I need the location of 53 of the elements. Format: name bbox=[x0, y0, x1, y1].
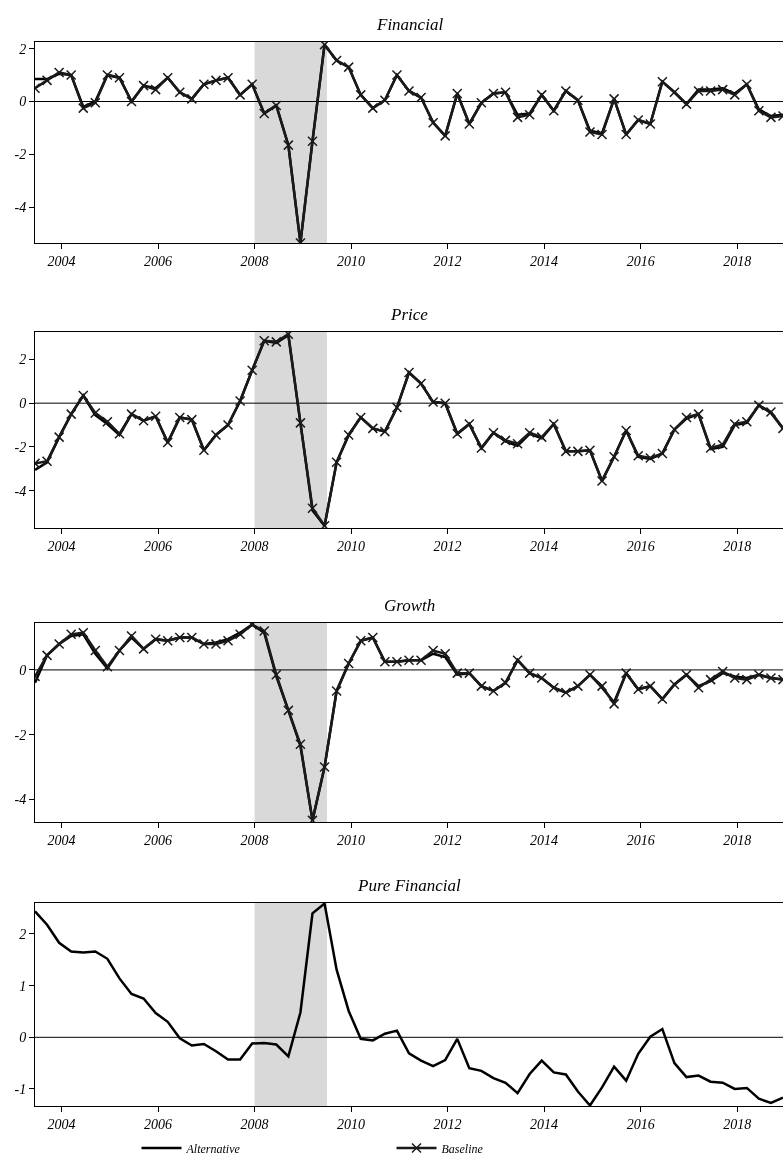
chart-title: Pure Financial bbox=[357, 876, 462, 895]
x-tick-label: 2004 bbox=[47, 538, 76, 554]
x-tick-label: 2004 bbox=[47, 832, 76, 848]
y-tick-label: -4 bbox=[14, 483, 27, 499]
y-tick-label: 2 bbox=[19, 41, 27, 57]
y-tick-label: -2 bbox=[14, 147, 27, 163]
y-tick-label: 1 bbox=[19, 978, 27, 994]
x-tick-label: 2018 bbox=[723, 832, 752, 848]
x-tick-label: 2010 bbox=[337, 538, 366, 554]
x-tick-label: 2010 bbox=[337, 832, 366, 848]
x-tick-label: 2018 bbox=[723, 253, 752, 269]
x-tick-label: 2012 bbox=[433, 832, 462, 848]
x-tick-label: 2016 bbox=[626, 1116, 655, 1132]
x-tick-label: 2016 bbox=[626, 538, 655, 554]
x-tick-label: 2004 bbox=[47, 253, 76, 269]
y-tick-label: -2 bbox=[14, 727, 27, 743]
x-tick-label: 2014 bbox=[530, 538, 559, 554]
x-tick-label: 2018 bbox=[723, 538, 752, 554]
y-tick-label: 0 bbox=[19, 94, 27, 110]
x-tick-label: 2008 bbox=[240, 1116, 269, 1132]
y-tick-label: -2 bbox=[14, 439, 27, 455]
x-tick-label: 2016 bbox=[626, 832, 655, 848]
x-tick-label: 2008 bbox=[240, 832, 269, 848]
y-tick-label: 2 bbox=[19, 926, 27, 942]
x-tick-label: 2010 bbox=[337, 1116, 366, 1132]
x-tick-label: 2006 bbox=[144, 538, 173, 554]
y-tick-label: -4 bbox=[14, 792, 27, 808]
x-tick-label: 2012 bbox=[433, 538, 462, 554]
chart-title: Financial bbox=[376, 15, 444, 34]
y-tick-label: -1 bbox=[14, 1081, 27, 1097]
x-tick-label: 2008 bbox=[240, 538, 269, 554]
x-tick-label: 2014 bbox=[530, 253, 559, 269]
x-tick-label: 2010 bbox=[337, 253, 366, 269]
y-tick-label: 2 bbox=[19, 352, 27, 368]
x-tick-label: 2016 bbox=[626, 253, 655, 269]
chart-title: Price bbox=[390, 305, 429, 324]
y-tick-label: -4 bbox=[14, 200, 27, 216]
x-tick-label: 2006 bbox=[144, 253, 173, 269]
x-tick-label: 2012 bbox=[433, 1116, 462, 1132]
y-tick-label: 0 bbox=[19, 1030, 27, 1046]
x-tick-label: 2006 bbox=[144, 1116, 173, 1132]
y-tick-label: 0 bbox=[19, 396, 27, 412]
x-tick-label: 2008 bbox=[240, 253, 269, 269]
x-tick-label: 2012 bbox=[433, 253, 462, 269]
legend-label: Alternative bbox=[185, 1141, 241, 1156]
x-tick-label: 2006 bbox=[144, 832, 173, 848]
x-tick-label: 2014 bbox=[530, 1116, 559, 1132]
x-tick-label: 2004 bbox=[47, 1116, 76, 1132]
chart-title: Growth bbox=[384, 596, 436, 615]
x-tick-label: 2014 bbox=[530, 832, 559, 848]
x-tick-label: 2018 bbox=[723, 1116, 752, 1132]
legend-label: Baseline bbox=[441, 1141, 484, 1156]
y-tick-label: 0 bbox=[19, 662, 27, 678]
